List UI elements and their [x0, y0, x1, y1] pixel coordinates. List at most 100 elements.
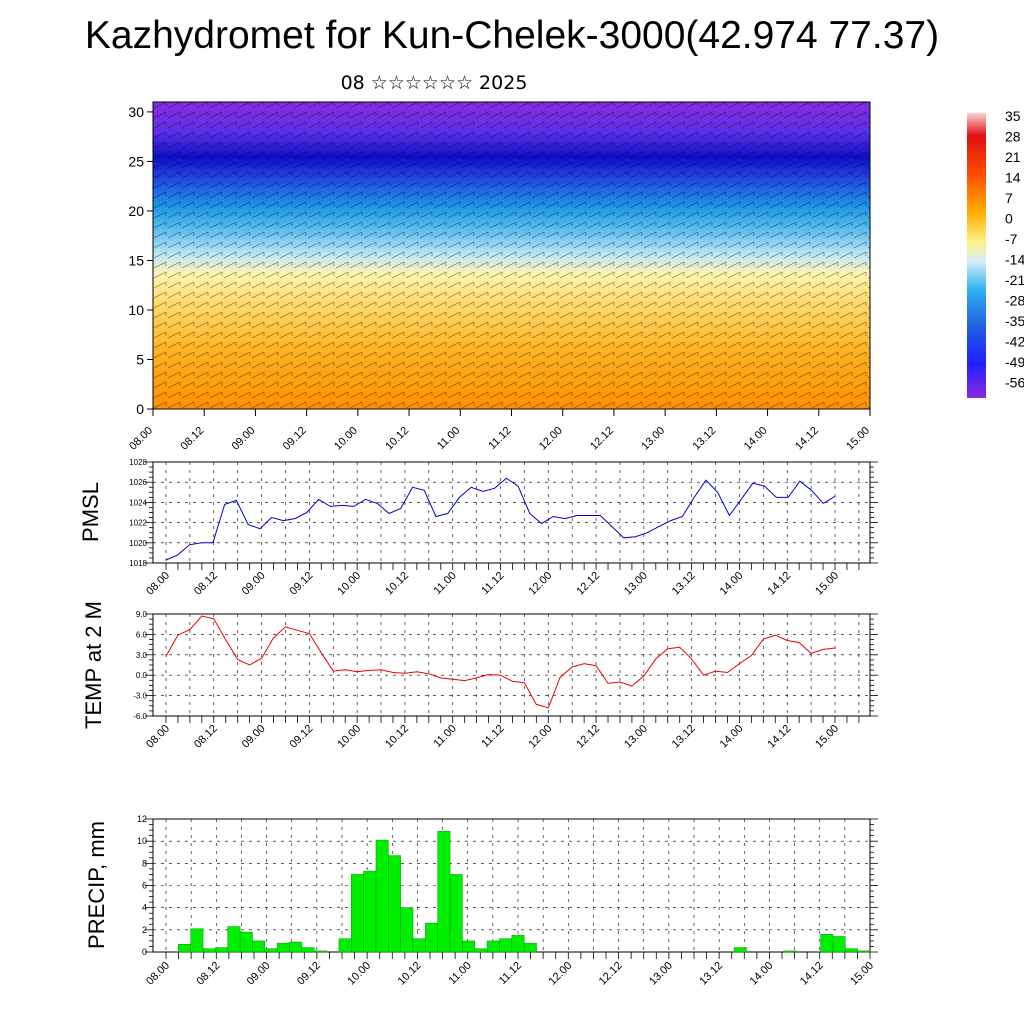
precip-bar	[832, 936, 846, 953]
x-tick-label: 14.00	[742, 425, 770, 453]
colorbar-label: 7	[1005, 190, 1013, 206]
colorbar-label: 35	[1005, 108, 1021, 124]
y-tick-label: 4	[142, 903, 147, 913]
cross-section-panel: 0 5 10 15 20 25 30 08.00 08.12 09.00 09.12 10.00 10…	[127, 101, 872, 453]
colorbar-label: -21	[1005, 272, 1024, 288]
y-tick-label: 1020	[129, 539, 147, 548]
precip-bar	[363, 870, 377, 953]
y-tick-label: 1022	[129, 519, 147, 528]
colorbar: 35 28 21 14 7 0 -7 -14 -21 -28 -35 -42 -49 -56	[967, 108, 1024, 398]
x-tick-label: 12.00	[526, 570, 554, 598]
precip-bar	[499, 938, 513, 953]
y-tick-label: 1026	[129, 478, 147, 487]
y-tick-label: 6.0	[136, 630, 148, 639]
x-tick-label: 08.00	[144, 723, 172, 751]
colorbar-label: -28	[1005, 293, 1024, 309]
precip-bar	[486, 940, 500, 953]
x-tick-label: 12.00	[537, 425, 565, 453]
x-tick-label: 09.00	[245, 960, 273, 988]
colorbar-label: 21	[1005, 149, 1021, 165]
precip-bar	[289, 941, 303, 953]
x-tick-label: 11.00	[446, 960, 473, 987]
y-tick-label: 15	[128, 252, 144, 268]
pmsl-panel: 1018 1020 1022 1024 1026 1028 08.00 08.12 09.00 0…	[78, 458, 878, 598]
colorbar-label: 28	[1005, 129, 1021, 145]
plot-frame	[152, 613, 871, 717]
precip-bar	[462, 940, 476, 953]
chart-subtitle: 08 ☆☆☆☆☆☆ 2025	[340, 72, 528, 94]
x-tick-label: 10.12	[383, 723, 411, 751]
precip-bar	[437, 830, 451, 953]
x-tick-label: 08.12	[192, 570, 220, 598]
precip-bar	[388, 855, 401, 953]
colorbar-gradient	[967, 113, 986, 398]
x-tick-label: 13.12	[697, 960, 725, 988]
y-tick-label: 9.0	[136, 610, 148, 619]
x-tick-label: 08.12	[192, 723, 220, 751]
y-tick-label: 2	[142, 925, 147, 935]
colorbar-label: -49	[1005, 354, 1024, 370]
colorbar-labels: 35 28 21 14 7 0 -7 -14 -21 -28 -35 -42 -49 -56	[1005, 108, 1024, 391]
x-tick-label: 08.00	[144, 570, 172, 598]
x-tick-label: 11.12	[479, 570, 506, 597]
x-tick-label: 13.00	[639, 425, 667, 453]
precip-panel: 0 2 4 6 8 10 12 08.00 08.12 09.00 09.12 10.00 10.12 1…	[84, 814, 878, 988]
series-line	[165, 477, 836, 561]
y-tick-label: 8	[142, 858, 147, 868]
y-tick-label: 30	[128, 104, 144, 120]
x-tick-label: 11.00	[431, 570, 458, 597]
colorbar-label: -42	[1005, 334, 1024, 350]
x-tick-label: 11.00	[431, 723, 458, 750]
y-tick-label: 0.0	[136, 671, 148, 680]
x-tick-label: 12.12	[574, 723, 602, 751]
x-tick-label: 10.00	[335, 723, 363, 751]
x-tick-label: 15.00	[813, 723, 841, 751]
precip-bar	[351, 874, 364, 953]
colorbar-label: -14	[1005, 252, 1024, 268]
precip-bar	[474, 948, 488, 953]
x-tick-label: 08.12	[194, 960, 222, 988]
colorbar-label: -56	[1005, 375, 1024, 391]
y-tick-label: 10	[128, 302, 144, 318]
x-tick-label: 11.00	[435, 425, 462, 452]
temp-panel: -6.0 -3.0 0.0 3.0 6.0 9.0 08.00 08.12 09.00 09.12…	[81, 601, 878, 751]
cross-section-x-axis: 08.00 08.12 09.00 09.12 10.00 10.12 11.00 11.12…	[127, 409, 872, 453]
colorbar-label: -7	[1005, 231, 1018, 247]
x-tick-label: 08.12	[178, 425, 206, 453]
y-tick-label: 1018	[129, 559, 147, 568]
precip-bar	[820, 934, 834, 953]
y-axis-title: PRECIP, mm	[84, 821, 109, 949]
x-tick-label: 13.12	[670, 570, 698, 598]
precip-bar	[190, 928, 204, 953]
precip-bar	[264, 948, 278, 953]
y-tick-label: 25	[128, 153, 144, 169]
precip-bar	[338, 938, 352, 953]
precip-bar	[449, 874, 463, 953]
y-axis-title: TEMP at 2 M	[81, 601, 106, 729]
colorbar-label: 14	[1005, 170, 1021, 186]
x-tick-label: 08.00	[127, 425, 155, 453]
y-axis-title: PMSL	[78, 482, 103, 542]
x-tick-label: 09.00	[230, 425, 258, 453]
x-tick-label: 09.00	[240, 723, 268, 751]
precip-bar	[845, 948, 858, 953]
x-tick-label: 14.12	[765, 723, 793, 751]
x-tick-label: 09.12	[288, 723, 316, 751]
y-tick-label: 10	[137, 836, 147, 846]
x-tick-label: 11.12	[479, 723, 506, 750]
y-tick-label: -3.0	[133, 692, 147, 701]
colorbar-label: 0	[1005, 211, 1013, 227]
x-tick-label: 09.12	[295, 960, 323, 988]
x-tick-label: 10.12	[383, 425, 411, 453]
x-tick-label: 14.12	[793, 425, 821, 453]
x-tick-label: 15.00	[848, 960, 876, 988]
y-tick-label: 1028	[129, 458, 147, 467]
y-tick-label: 0	[142, 947, 147, 957]
x-tick-label: 12.12	[588, 425, 616, 453]
precip-bar	[857, 950, 871, 953]
wind-barbs-overlay	[153, 102, 870, 409]
y-tick-label: 12	[137, 814, 147, 824]
y-tick-label: 5	[136, 351, 144, 367]
y-tick-label: 0	[136, 401, 144, 417]
x-tick-label: 09.12	[288, 570, 316, 598]
